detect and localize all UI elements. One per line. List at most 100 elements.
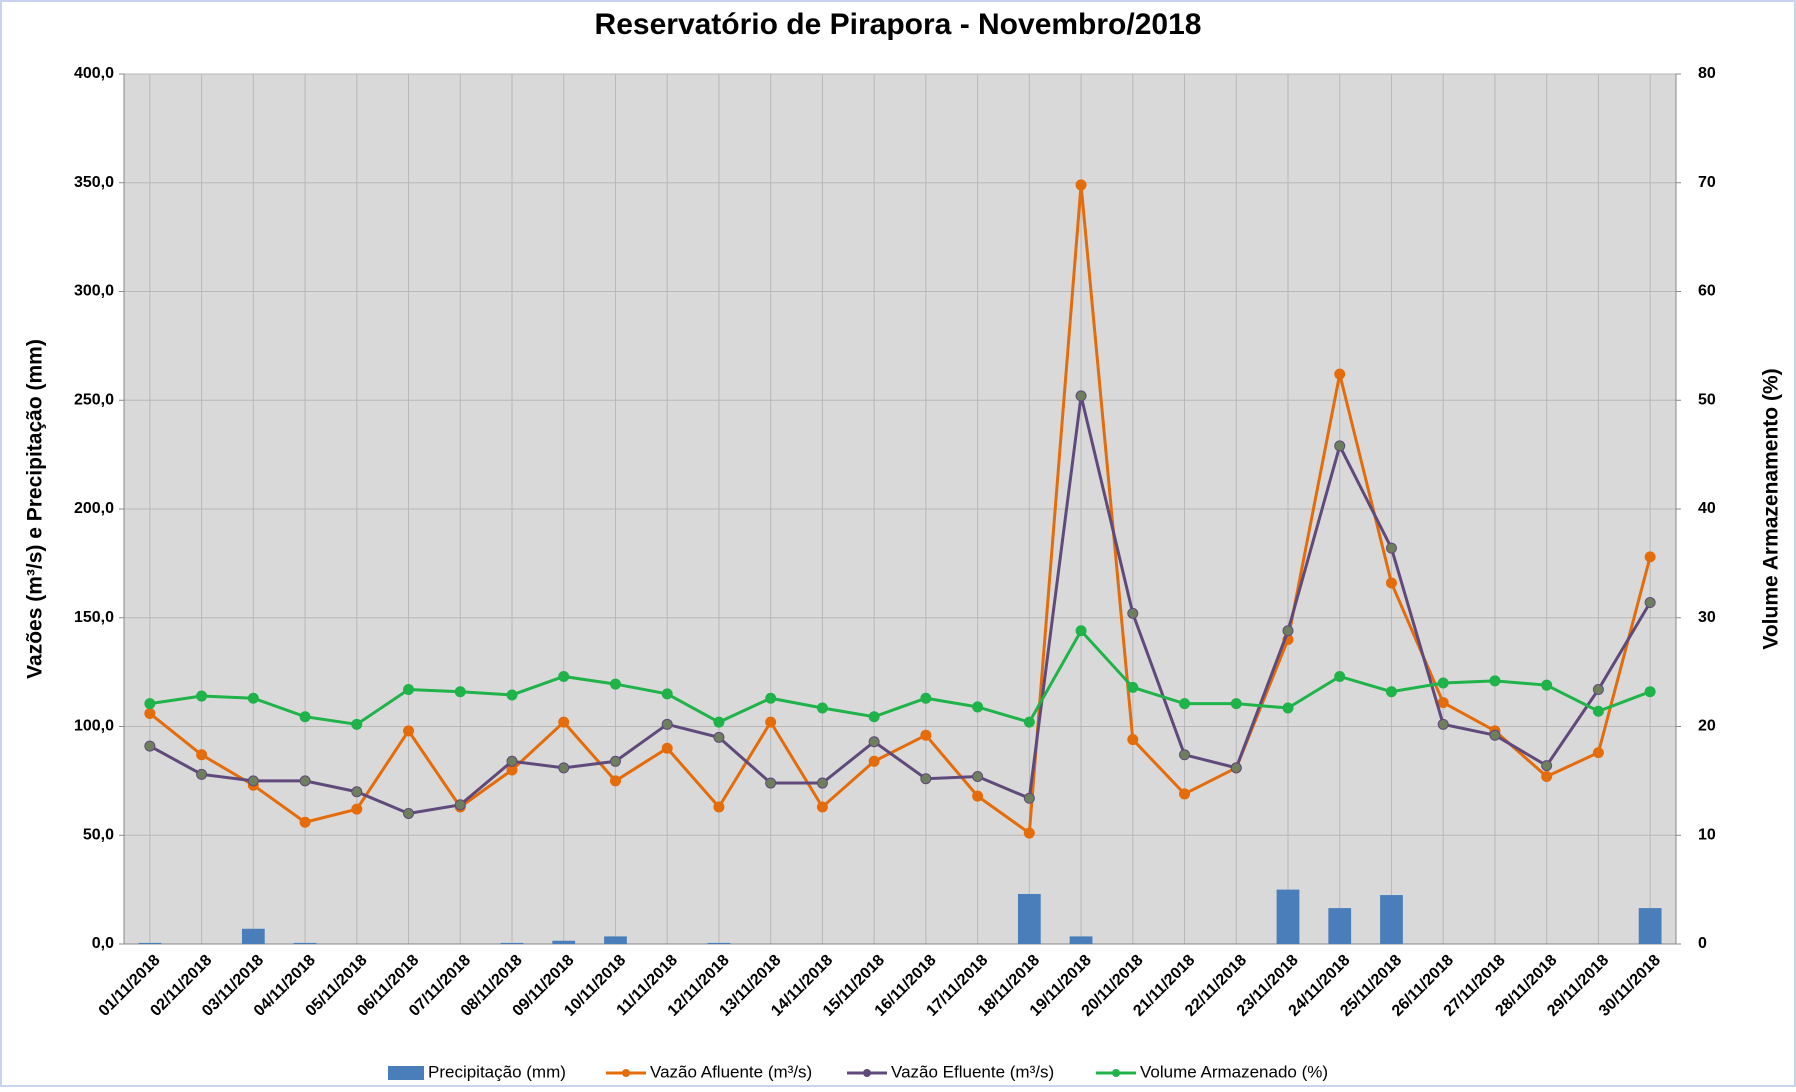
point (1437, 718, 1449, 730)
point (299, 775, 311, 787)
point (1644, 597, 1656, 609)
point (765, 692, 777, 704)
y-tick-label: 0,0 (92, 935, 114, 952)
point (558, 670, 570, 682)
point (609, 755, 621, 767)
y2-tick-label: 20 (1698, 718, 1716, 735)
point (196, 768, 208, 780)
y-tick-label: 100,0 (74, 718, 114, 735)
bar (138, 942, 162, 944)
point (1385, 542, 1397, 554)
point (972, 790, 984, 802)
line (148, 184, 1652, 836)
point (1127, 681, 1139, 693)
point (1489, 675, 1501, 687)
y-tick-label: 150,0 (74, 609, 114, 626)
y2-tick-label: 70 (1698, 174, 1716, 191)
legend-label: Vazão Afluente (m³/s) (650, 1062, 812, 1081)
point (403, 808, 415, 819)
point (247, 775, 259, 787)
bar (1017, 893, 1041, 944)
point (454, 799, 466, 811)
point (920, 692, 932, 704)
point (713, 716, 725, 728)
legend-label: Vazão Efluente (m³/s) (891, 1062, 1054, 1081)
point (351, 718, 363, 730)
legend-swatch (388, 1066, 424, 1080)
point (609, 678, 621, 690)
point (1592, 684, 1604, 696)
point (1592, 747, 1604, 759)
bar (241, 928, 265, 944)
bar (552, 940, 576, 944)
point (1385, 686, 1397, 698)
point (765, 716, 777, 728)
point (454, 686, 466, 698)
y2-tick-label: 60 (1698, 283, 1716, 300)
point (1075, 179, 1087, 191)
point (351, 786, 363, 798)
y2-tick-label: 50 (1698, 391, 1716, 408)
legend-label: Precipitação (mm) (428, 1062, 566, 1081)
point (1334, 440, 1346, 452)
point (196, 749, 208, 761)
point (1023, 716, 1035, 728)
y-tick-label: 50,0 (83, 826, 114, 843)
point (816, 801, 828, 813)
point (1230, 698, 1242, 710)
point (299, 816, 311, 828)
point (713, 801, 725, 813)
point (1644, 551, 1656, 563)
bar (1328, 908, 1352, 944)
point (144, 698, 156, 710)
y-tick-label: 350,0 (74, 174, 114, 191)
point (1127, 607, 1139, 619)
point (1282, 625, 1294, 637)
point (816, 702, 828, 714)
point (765, 777, 777, 789)
point (609, 775, 621, 787)
point (920, 729, 932, 741)
point (868, 736, 880, 748)
point (1023, 792, 1035, 804)
point (1023, 827, 1035, 839)
point (506, 689, 518, 701)
point (1541, 679, 1553, 691)
legend-marker (622, 1069, 630, 1077)
bar (293, 942, 317, 944)
point (1541, 771, 1553, 783)
y-axis-label: Vazões (m³/s) e Precipitação (mm) (24, 339, 47, 679)
point (972, 701, 984, 713)
point (403, 684, 415, 696)
point (247, 692, 259, 704)
point (661, 688, 673, 700)
point (1179, 749, 1191, 761)
point (144, 707, 156, 719)
point (972, 771, 984, 783)
point (144, 740, 156, 752)
point (196, 690, 208, 702)
point (1282, 702, 1294, 714)
point (661, 718, 673, 730)
y-tick-label: 250,0 (74, 391, 114, 408)
chart-title: Reservatório de Pirapora - Novembro/2018 (595, 8, 1202, 41)
line (149, 395, 1652, 816)
point (1385, 577, 1397, 589)
bar (604, 936, 627, 944)
legend-marker (1112, 1069, 1120, 1077)
y2-axis-label: Volume Armazenamento (%) (1760, 368, 1783, 649)
point (816, 777, 828, 789)
point (506, 755, 518, 767)
point (1489, 729, 1501, 741)
point (1127, 734, 1139, 746)
point (1334, 670, 1346, 682)
point (1075, 390, 1087, 402)
legend-marker (863, 1069, 871, 1077)
y-tick-label: 200,0 (74, 500, 114, 517)
point (1592, 705, 1604, 717)
point (558, 762, 570, 774)
y-tick-label: 300,0 (74, 283, 114, 300)
y-tick-label: 400,0 (74, 65, 114, 82)
